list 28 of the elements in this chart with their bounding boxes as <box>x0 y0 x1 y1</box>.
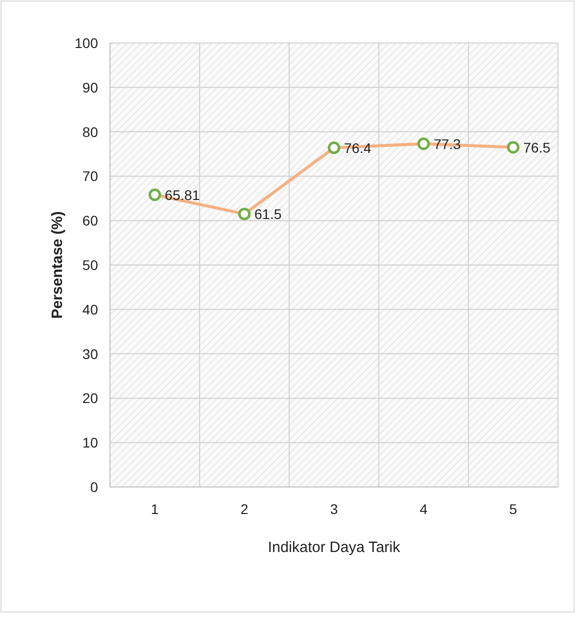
point <box>238 208 251 220</box>
point <box>417 138 430 150</box>
x-tick-label: 1 <box>150 501 159 517</box>
x-tick-label: 2 <box>240 501 248 517</box>
y-tick-label: 10 <box>82 434 98 451</box>
y-axis-title: Persentase (%) <box>49 211 66 319</box>
y-tick-label: 50 <box>82 257 98 273</box>
y-tick-label: 70 <box>82 168 98 184</box>
y-tick-label: 40 <box>82 301 98 318</box>
y-tick-label: 80 <box>82 124 98 140</box>
x-tick-label: 3 <box>330 501 338 517</box>
x-tick-label: 5 <box>509 501 518 517</box>
y-tick-label: 0 <box>90 479 98 495</box>
data-label: 76.5 <box>523 139 551 156</box>
data-label: 61.5 <box>254 206 282 222</box>
point <box>328 142 340 154</box>
y-tick-label: 100 <box>74 35 98 51</box>
data-label: 65.81 <box>164 186 200 203</box>
x-axis-title: Indikator Daya Tarik <box>268 539 401 556</box>
point <box>506 141 520 154</box>
data-label: 76.4 <box>344 140 372 156</box>
y-tick-label: 20 <box>82 390 98 406</box>
y-tick-label: 90 <box>82 79 98 96</box>
x-tick-label: 4 <box>420 501 428 517</box>
point <box>148 188 162 202</box>
data-label: 77.3 <box>434 136 462 152</box>
y-tick-label: 60 <box>82 212 98 229</box>
y-tick-label: 30 <box>82 346 98 362</box>
